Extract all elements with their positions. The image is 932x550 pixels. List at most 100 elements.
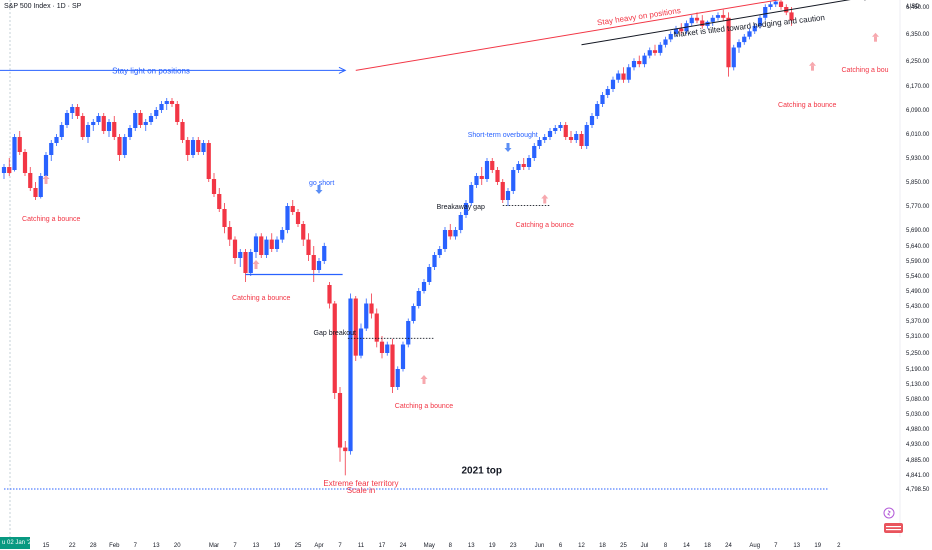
bounce-up-arrow-icon: [541, 194, 549, 204]
candle: [484, 158, 490, 182]
candle: [211, 173, 217, 197]
candle: [54, 134, 59, 146]
candle-body: [694, 17, 700, 21]
price-tick-label: 5,130.00: [906, 382, 930, 388]
price-tick-label: 4,980.00: [906, 427, 930, 433]
go-short-label: go short: [309, 180, 334, 187]
signal-down-arrow-icon: [315, 185, 323, 194]
candle: [148, 113, 154, 125]
candle-body: [295, 212, 301, 224]
candle-body: [726, 17, 731, 68]
candle-body: [626, 67, 631, 80]
candle-body: [673, 28, 679, 34]
candle-body: [280, 230, 285, 240]
candle: [647, 47, 652, 59]
candle-body: [600, 95, 605, 104]
candle-body: [390, 344, 395, 387]
time-axis[interactable]: 8 15 22 28 Feb 7 13 20 Mar 7 13 19 25 Apr 7 11 17 24 May 8 1…: [18, 543, 841, 549]
candle: [621, 67, 626, 83]
candle: [38, 173, 43, 199]
candle-body: [337, 393, 343, 448]
candle-body: [658, 44, 663, 53]
candle-body: [12, 137, 17, 170]
candle: [117, 134, 122, 161]
candle: [17, 131, 22, 155]
candle: [600, 92, 605, 107]
candle-body: [763, 7, 768, 18]
bounce-arrow-head: [42, 175, 50, 179]
candle-body: [138, 113, 143, 125]
candle: [159, 101, 164, 113]
candle-body: [610, 79, 616, 89]
price-tick-label: 4,885.00: [906, 458, 930, 464]
candle: [526, 155, 532, 170]
price-tick-label: 5,030.00: [906, 412, 930, 418]
candle: [768, 1, 773, 10]
candle: [469, 182, 474, 206]
candle: [757, 15, 763, 29]
candle: [568, 131, 574, 143]
price-tick-label: 5,490.00: [906, 289, 930, 295]
candle-body: [101, 116, 106, 131]
candle-body: [206, 143, 211, 179]
candle: [700, 15, 705, 29]
date-badge: u 02 Jan '25: [0, 537, 30, 549]
candle: [547, 128, 553, 140]
candle-body: [106, 122, 112, 131]
candle: [432, 252, 437, 270]
candle: [379, 336, 385, 359]
candle: [595, 101, 600, 119]
candle: [290, 200, 295, 215]
candle: [616, 70, 621, 83]
candle: [400, 341, 406, 372]
time-tick-label: 20: [174, 543, 181, 549]
candle-body: [385, 344, 390, 353]
candle-body: [679, 28, 684, 32]
time-tick-label: Apr: [314, 543, 323, 549]
candle-body: [710, 17, 715, 22]
candle-body: [595, 104, 600, 116]
candle-body: [663, 39, 668, 45]
time-tick-label: 8: [664, 543, 668, 549]
candle: [285, 203, 290, 234]
candle: [726, 12, 731, 77]
candle-body: [374, 313, 379, 342]
price-tick-label: 5,250.00: [906, 351, 930, 357]
candle: [448, 224, 453, 240]
candle-body: [563, 125, 568, 137]
candle-body: [395, 369, 400, 387]
candle-body: [269, 239, 274, 249]
candle-body: [91, 122, 96, 125]
candle: [495, 167, 500, 185]
candle-body: [448, 230, 453, 237]
candle: [532, 143, 537, 161]
candle: [663, 36, 668, 48]
candle: [626, 64, 631, 83]
price-axis[interactable]: 6,450.00 6,350.00 6,250.00 6,170.00 6,090.00…: [906, 5, 930, 493]
candle-body: [133, 113, 138, 128]
candle-body: [243, 252, 248, 273]
price-axis-background: [900, 0, 932, 537]
time-tick-label: 19: [489, 543, 496, 549]
candle: [80, 113, 85, 140]
candle: [490, 158, 495, 173]
bounce-up-arrow-icon: [420, 375, 428, 384]
candle: [33, 182, 38, 200]
bounce-arrow-stem: [422, 379, 426, 384]
candle-body: [516, 164, 521, 170]
bounce-arrow-stem: [44, 179, 48, 184]
candle: [201, 140, 206, 155]
candle-body: [668, 34, 673, 40]
signal-arrow-stem: [317, 185, 321, 190]
candle: [64, 110, 70, 128]
time-tick-label: 19: [274, 543, 281, 549]
candle-body: [306, 239, 311, 255]
candle-body: [400, 344, 406, 369]
candle: [605, 86, 610, 98]
candle-body: [238, 252, 243, 258]
candle: [217, 188, 222, 212]
price-tick-label: 5,850.00: [906, 180, 930, 186]
candle: [773, 0, 778, 7]
time-tick-label: 25: [295, 543, 302, 549]
